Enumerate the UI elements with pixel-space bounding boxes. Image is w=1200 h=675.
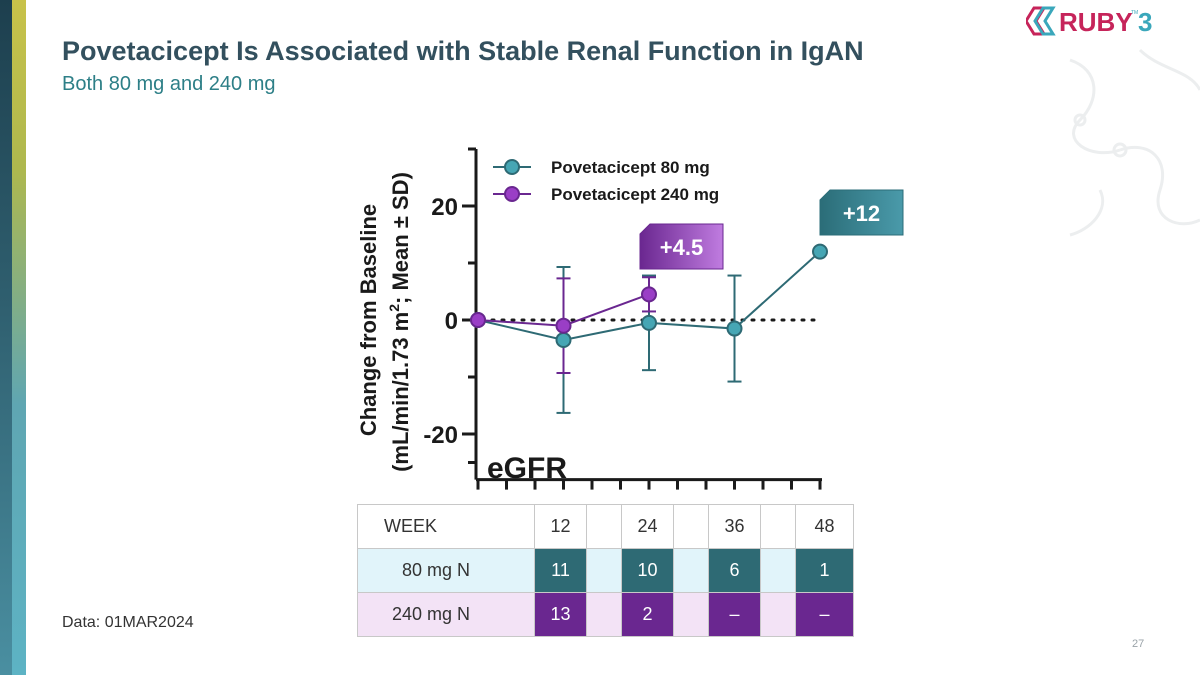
legend-marker bbox=[504, 159, 520, 175]
y-axis-label-line2: (mL/min/1.73 m2; Mean ± SD) bbox=[386, 172, 413, 472]
page-number: 27 bbox=[1132, 638, 1145, 650]
y-tick-label: 20 bbox=[431, 194, 458, 221]
table-row-week: WEEK 12 24 36 48 bbox=[357, 504, 854, 549]
n80-week-36: 6 bbox=[708, 548, 761, 593]
callout-label: +4.5 bbox=[660, 235, 703, 260]
n240-week-48: – bbox=[795, 592, 854, 637]
week-label: WEEK bbox=[384, 516, 438, 536]
n80-week-24: 10 bbox=[621, 548, 674, 593]
n-table: WEEK 12 24 36 48 80 mg N 11 10 6 1 240 m… bbox=[357, 504, 854, 637]
week-12: 12 bbox=[534, 504, 587, 549]
callout-label: +12 bbox=[843, 201, 880, 226]
row-80-label: 80 mg N bbox=[402, 560, 471, 580]
callout-box bbox=[819, 189, 904, 236]
table-row-80mg: 80 mg N 11 10 6 1 bbox=[357, 548, 854, 593]
ruby3-logo: RUBY TM 3 bbox=[1026, 6, 1152, 37]
data-cutoff-note: Data: 01MAR2024 bbox=[62, 614, 194, 631]
data-point bbox=[726, 320, 743, 337]
data-point bbox=[641, 286, 657, 303]
week-48: 48 bbox=[795, 504, 854, 549]
callout-box bbox=[639, 223, 724, 270]
data-point bbox=[470, 312, 486, 328]
week-36: 36 bbox=[708, 504, 761, 549]
logo-number: 3 bbox=[1138, 7, 1152, 37]
y-axis-label-line1: Change from Baseline bbox=[356, 204, 381, 436]
legend-label: Povetacicept 80 mg bbox=[551, 158, 710, 177]
data-point bbox=[555, 317, 572, 334]
logo-tm: TM bbox=[1131, 10, 1138, 16]
y-tick-label: 0 bbox=[445, 308, 458, 335]
callouts: +12 +4.5 bbox=[639, 189, 904, 270]
week-24: 24 bbox=[621, 504, 674, 549]
n240-week-36: – bbox=[708, 592, 761, 637]
row-240-label: 240 mg N bbox=[392, 604, 471, 624]
slide-subtitle: Both 80 mg and 240 mg bbox=[62, 73, 276, 95]
legend-label: Povetacicept 240 mg bbox=[551, 185, 719, 204]
n80-week-12: 11 bbox=[534, 548, 587, 593]
data-point bbox=[641, 314, 657, 331]
n240-week-24: 2 bbox=[621, 592, 674, 637]
logo-text: RUBY bbox=[1059, 7, 1133, 37]
data-point bbox=[812, 243, 828, 260]
decorative-molecule-icon bbox=[1069, 48, 1200, 237]
table-row-240mg: 240 mg N 13 2 – – bbox=[357, 592, 854, 637]
egfr-annotation: eGFR bbox=[487, 452, 567, 485]
logo-mark-icon bbox=[1026, 6, 1056, 36]
data-point bbox=[555, 331, 572, 348]
series-points bbox=[470, 243, 828, 348]
y-tick-label: -20 bbox=[423, 422, 458, 449]
n240-week-12: 13 bbox=[534, 592, 587, 637]
side-bar-accent bbox=[12, 0, 26, 675]
legend-marker bbox=[504, 186, 520, 202]
slide-title: Povetacicept Is Associated with Stable R… bbox=[62, 36, 864, 66]
n80-week-48: 1 bbox=[795, 548, 854, 593]
chart-legend: Povetacicept 80 mg Povetacicept 240 mg bbox=[493, 158, 719, 204]
